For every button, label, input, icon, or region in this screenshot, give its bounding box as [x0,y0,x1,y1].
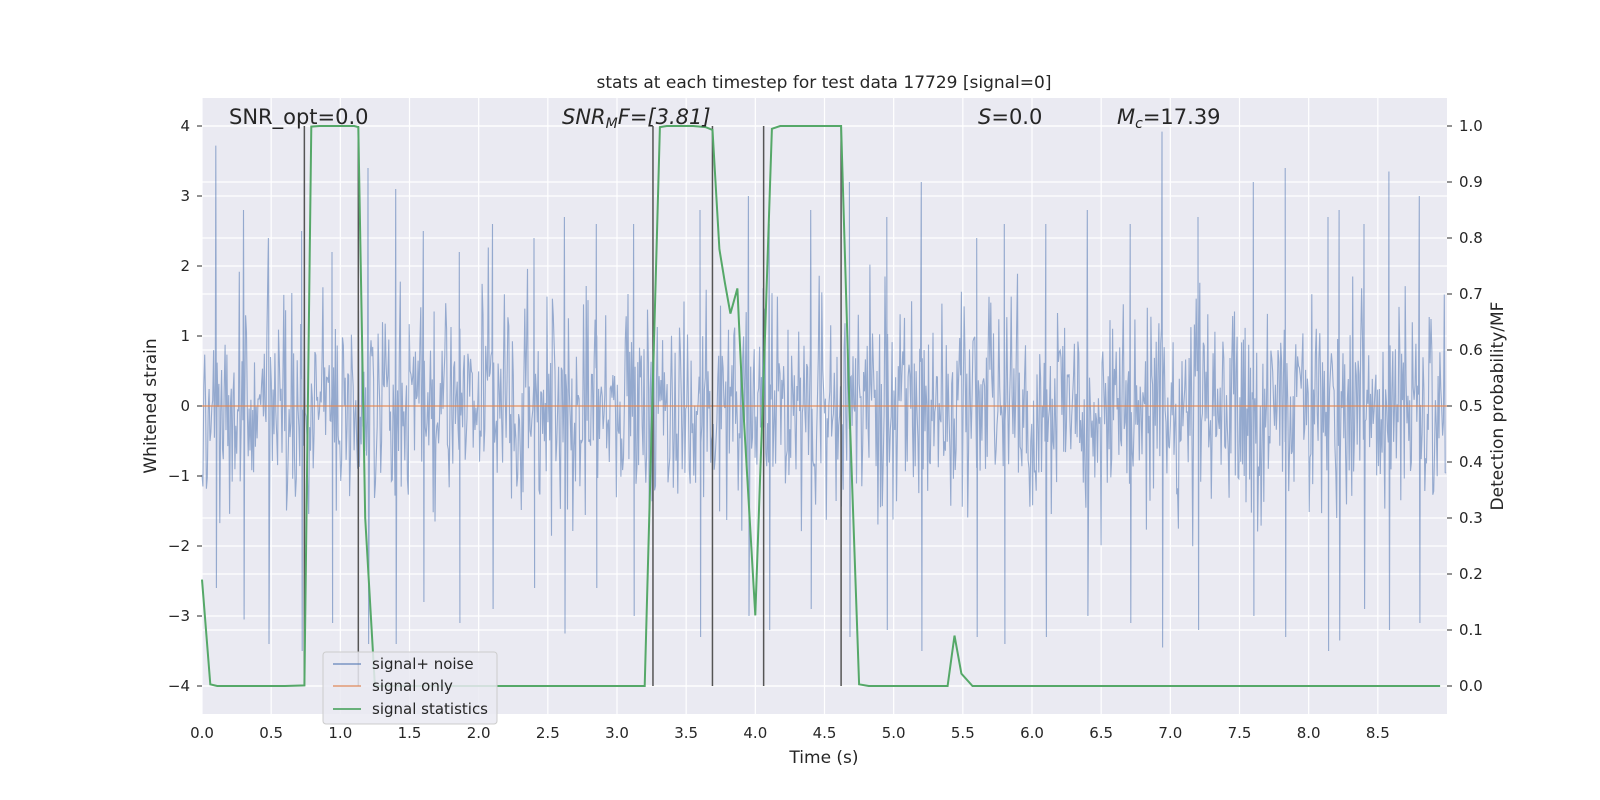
y-left-axis-label: Whitened strain [141,338,161,473]
annotation-snr-mf: SNRMF=[3.81] [562,105,711,132]
annotation-mc-sub: c [1135,116,1143,132]
chart-title: stats at each timestep for test data 177… [597,73,1052,93]
y-right-tick-labels: 0.0 0.1 0.2 0.3 0.4 0.5 0.6 0.7 0.8 0.9 1.0 [1447,117,1483,695]
y-right-tick-label: 0.2 [1459,565,1483,583]
y-left-tick-labels: −4 −3 −2 −1 0 1 2 3 4 [168,117,202,695]
legend-box [322,651,498,725]
y-right-tick-label: 1.0 [1459,117,1483,135]
signal-statistics-line [201,125,1441,687]
y-right-tick-label: 0.9 [1459,173,1483,191]
y-right-tick-label: 0.8 [1459,229,1483,247]
x-tick-labels: 0.0 0.5 1.0 1.5 2.0 2.5 3.0 3.5 4.0 4.5 5.0 5.5 6.0 6… [190,724,1390,742]
x-tick-label: 7.5 [1228,724,1252,742]
y-left-tick-label: 2 [180,257,190,275]
x-tick-label: 7.0 [1158,724,1182,742]
legend-label-signal-only: signal only [372,677,453,695]
annotation-snr-mf-main: SNR [562,105,606,129]
noise-trace [201,131,1447,652]
annotation-s-rest: =0.0 [991,105,1042,129]
y-left-tick-label: 0 [180,397,190,415]
x-tick-label: 1.5 [398,724,422,742]
x-tick-label: 0.0 [190,724,214,742]
y-left-tick-label: 4 [180,117,190,135]
legend: signal+ noise signal only signal statist… [322,651,498,725]
x-tick-label: 4.5 [813,724,837,742]
legend-label-signal-noise: signal+ noise [372,655,474,673]
x-tick-label: 2.5 [536,724,560,742]
y-left-tick-label: −2 [168,537,190,555]
annotation-snr-mf-sub: M [606,116,618,132]
annotation-s: S=0.0 [978,105,1042,129]
y-right-tick-label: 0.4 [1459,453,1483,471]
vertical-markers [303,126,842,686]
annotation-s-main: S [978,105,991,129]
annotation-snr-opt: SNR_opt=0.0 [229,105,369,130]
y-right-tick-label: 0.7 [1459,285,1483,303]
x-tick-label: 3.5 [674,724,698,742]
x-tick-label: 6.5 [1089,724,1113,742]
y-right-tick-label: 0.3 [1459,509,1483,527]
annotation-mc-rest: =17.39 [1143,105,1221,129]
x-tick-label: 8.5 [1366,724,1390,742]
y-left-tick-label: −4 [168,677,190,695]
x-tick-label: 4.0 [743,724,767,742]
x-tick-label: 5.0 [882,724,906,742]
y-right-tick-label: 0.6 [1459,341,1483,359]
x-tick-label: 8.0 [1297,724,1321,742]
annotation-mc: Mc=17.39 [1117,105,1221,132]
y-left-tick-label: −1 [168,467,190,485]
y-left-tick-label: 1 [180,327,190,345]
y-right-tick-label: 0.5 [1459,397,1483,415]
x-tick-label: 6.0 [1020,724,1044,742]
x-tick-label: 3.0 [605,724,629,742]
x-tick-label: 1.0 [328,724,352,742]
series-signal-noise [201,131,1447,652]
y-right-tick-label: 0.1 [1459,621,1483,639]
x-tick-label: 0.5 [259,724,283,742]
y-right-tick-label: 0.0 [1459,677,1483,695]
y-left-tick-label: −3 [168,607,190,625]
y-right-axis-label: Detection probability/MF [1488,302,1508,511]
x-axis-label: Time (s) [788,748,858,768]
annotation-snr-mf-rest: F=[3.81] [618,105,711,129]
y-left-tick-label: 3 [180,187,190,205]
x-tick-label: 5.5 [951,724,975,742]
legend-label-signal-statistics: signal statistics [372,700,488,718]
annotation-mc-main: M [1117,105,1135,129]
x-tick-label: 2.0 [467,724,491,742]
series-signal-statistics [201,125,1441,687]
